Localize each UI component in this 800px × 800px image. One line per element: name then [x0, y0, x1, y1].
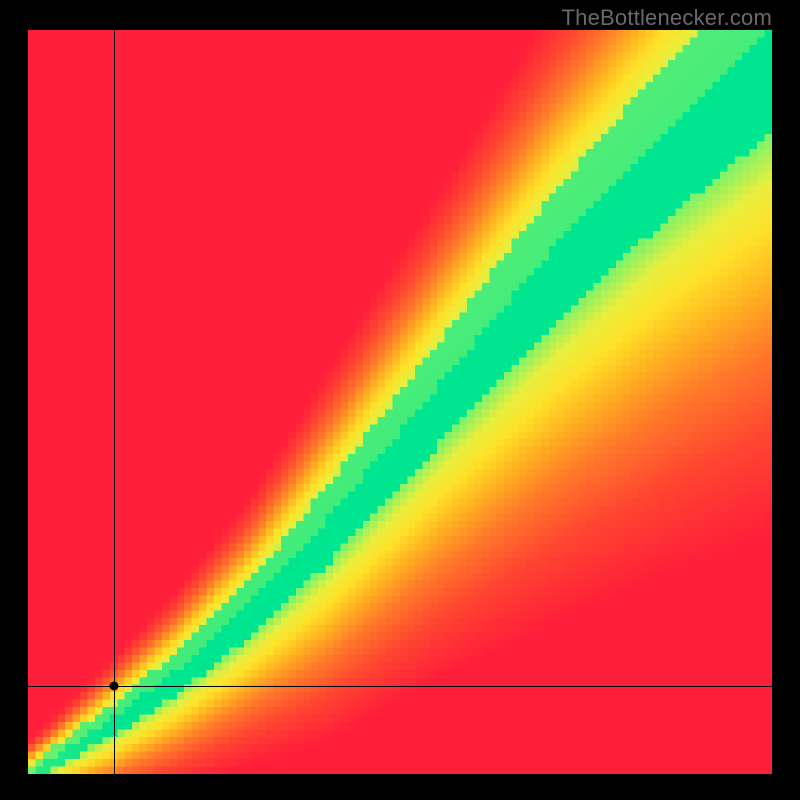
heatmap-plot — [28, 30, 772, 774]
crosshair-dot — [109, 682, 118, 691]
heatmap-canvas — [28, 30, 772, 774]
watermark-text: TheBottlenecker.com — [562, 5, 772, 31]
crosshair-vertical — [114, 30, 115, 774]
crosshair-horizontal — [28, 686, 772, 687]
